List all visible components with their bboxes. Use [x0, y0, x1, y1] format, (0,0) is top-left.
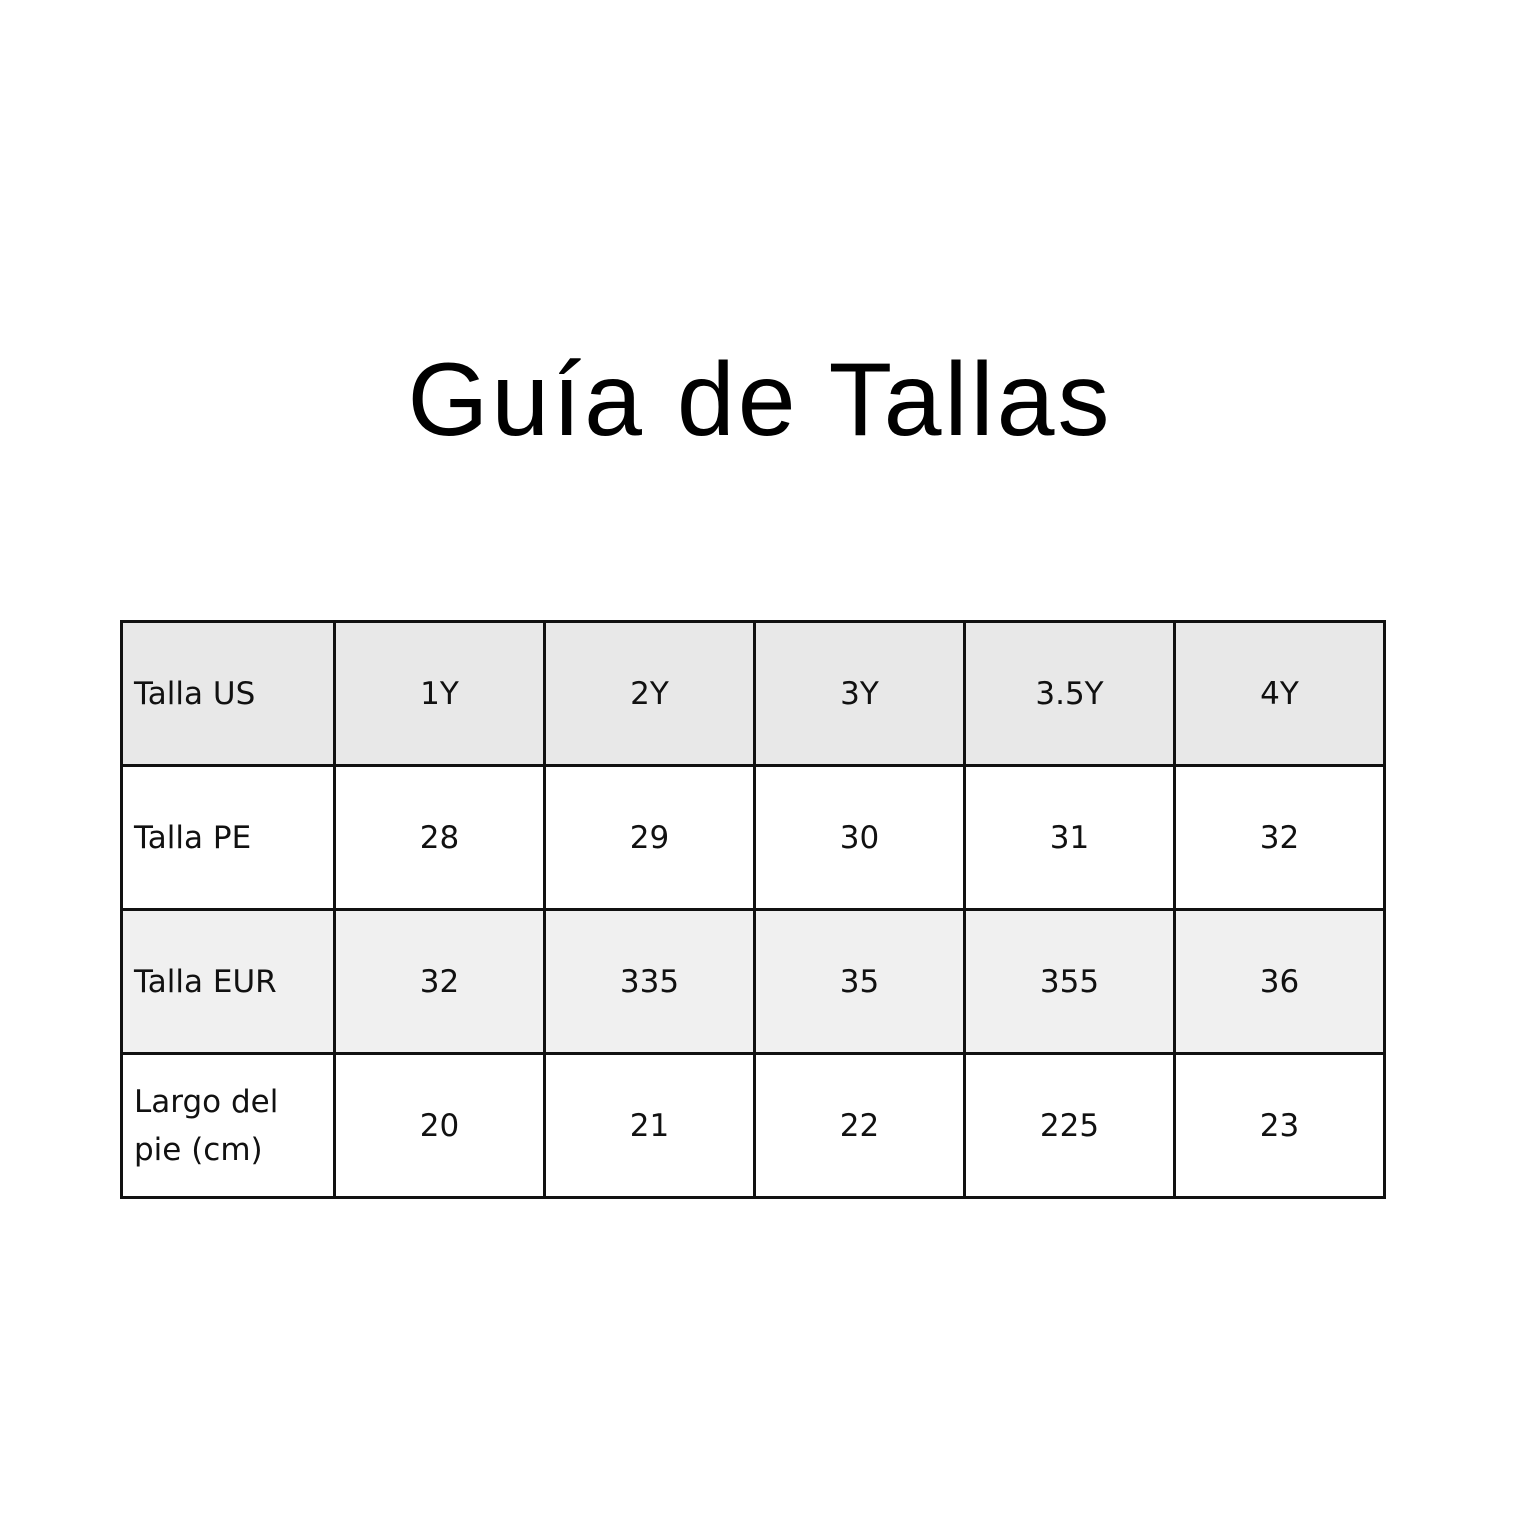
table-row-eur-size: Talla EUR 32 335 35 355 36	[120, 908, 1386, 1055]
table-cell: 3.5Y	[963, 620, 1176, 767]
table-cell: 31	[963, 764, 1176, 911]
table-cell: 225	[963, 1052, 1176, 1199]
table-cell: 32	[1173, 764, 1386, 911]
table-row-us-size: Talla US 1Y 2Y 3Y 3.5Y 4Y	[120, 620, 1386, 767]
table-row-pe-size: Talla PE 28 29 30 31 32	[120, 764, 1386, 911]
table-cell: 23	[1173, 1052, 1386, 1199]
table-cell: 335	[543, 908, 756, 1055]
table-cell: 355	[963, 908, 1176, 1055]
table-cell: 36	[1173, 908, 1386, 1055]
size-table: Talla US 1Y 2Y 3Y 3.5Y 4Y Talla PE 28 29 30 31 32 Ta…	[120, 620, 1386, 1199]
row-label: Largo del pie (cm)	[120, 1052, 336, 1199]
table-cell: 21	[543, 1052, 756, 1199]
page-title: Guía de Tallas	[407, 342, 1113, 458]
table-cell: 20	[333, 1052, 546, 1199]
table-cell: 4Y	[1173, 620, 1386, 767]
row-label: Talla US	[120, 620, 336, 767]
table-cell: 2Y	[543, 620, 756, 767]
row-label: Talla EUR	[120, 908, 336, 1055]
table-cell: 22	[753, 1052, 966, 1199]
table-row-foot-length: Largo del pie (cm) 20 21 22 225 23	[120, 1052, 1386, 1199]
table-cell: 32	[333, 908, 546, 1055]
table-cell: 35	[753, 908, 966, 1055]
table-cell: 28	[333, 764, 546, 911]
row-label: Talla PE	[120, 764, 336, 911]
table-cell: 1Y	[333, 620, 546, 767]
table-cell: 3Y	[753, 620, 966, 767]
table-cell: 30	[753, 764, 966, 911]
table-cell: 29	[543, 764, 756, 911]
